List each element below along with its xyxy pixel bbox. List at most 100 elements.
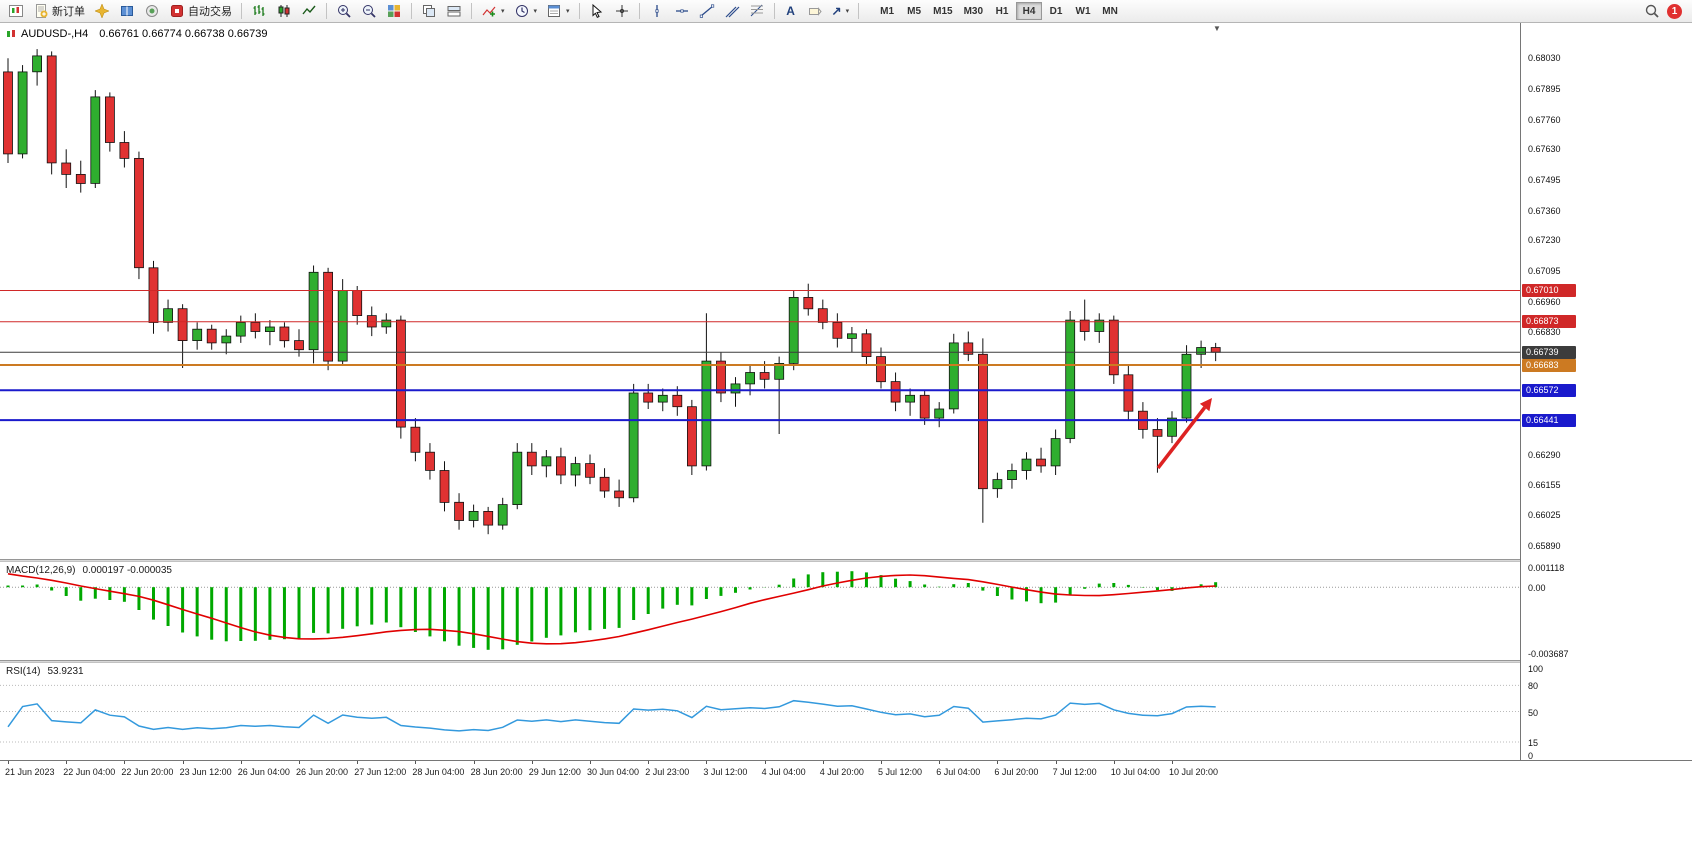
candlestick-button[interactable] [272, 1, 296, 21]
timeframe-d1[interactable]: D1 [1043, 2, 1069, 20]
time-axis-label: 26 Jun 04:00 [237, 767, 290, 777]
rsi-panel[interactable] [0, 663, 1520, 760]
candle [264, 326, 275, 332]
timeframe-h1[interactable]: H1 [989, 2, 1015, 20]
time-axis-tick [357, 761, 359, 764]
horizontal-line-icon [675, 9, 688, 13]
timeframe-h4[interactable]: H4 [1016, 2, 1043, 20]
indicators-icon [482, 6, 496, 17]
arrow-annotation[interactable] [1156, 406, 1207, 470]
candle [1167, 417, 1177, 437]
zoom-out-button[interactable] [357, 1, 381, 21]
compass-button[interactable] [90, 1, 114, 21]
new-chart-button[interactable] [4, 1, 28, 21]
candle [730, 383, 741, 394]
market-button[interactable] [140, 1, 164, 21]
toolbar-separator [578, 3, 580, 19]
time-axis-label: 6 Jul 04:00 [936, 767, 981, 777]
candle [570, 463, 581, 476]
macd-panel[interactable] [0, 562, 1520, 660]
candle [308, 271, 319, 351]
candle [163, 308, 174, 323]
toolbar: 新订单 自动交易 ▾ ▾ [0, 0, 1692, 23]
timeframe-m5[interactable]: M5 [901, 2, 927, 20]
indicators-button[interactable]: ▾ [477, 1, 509, 21]
candle [556, 456, 566, 476]
toolbar-separator [471, 3, 472, 19]
crosshair-button[interactable] [610, 1, 634, 21]
price-scale[interactable]: 0.68030 0.67895 0.67760 0.67630 0.67495 0.673… [1520, 23, 1692, 761]
time-axis-tick [881, 761, 882, 764]
time-axis-label: 28 Jun 04:00 [412, 767, 465, 777]
text-tool-icon: A [786, 4, 795, 18]
candle [876, 356, 886, 383]
zoom-in-button[interactable] [332, 1, 356, 21]
macd-scale-zero: 0.00 [1528, 583, 1546, 594]
toolbar-separator [638, 3, 640, 19]
candle [526, 451, 537, 467]
macd-name: MACD(12,26,9) [6, 565, 76, 576]
chart-shift-marker[interactable]: ▼ [1213, 24, 1221, 33]
dropdown-caret: ▾ [566, 8, 570, 15]
candle [105, 96, 115, 143]
arrows-tool-button[interactable]: ↗ ▾ [828, 1, 854, 21]
panel-splitter[interactable] [0, 559, 1692, 562]
price-tag-0.66683: 0.66683 [1522, 358, 1576, 372]
text-tool-button[interactable]: A [780, 1, 802, 21]
search-button[interactable] [1640, 1, 1664, 21]
timeframe-m30[interactable]: M30 [959, 2, 988, 20]
time-axis-label: 10 Jul 20:00 [1169, 767, 1219, 777]
cascade-windows-button[interactable] [417, 1, 441, 21]
panel-splitter[interactable] [0, 660, 1692, 663]
time-axis-tick [299, 761, 300, 764]
candle [919, 394, 930, 419]
time-axis-tick [531, 761, 533, 764]
tile-windows-button[interactable] [382, 1, 406, 21]
timeframe-mn[interactable]: MN [1097, 2, 1123, 20]
time-axis-label: 6 Jul 20:00 [994, 767, 1039, 777]
time-axis-label: 27 Jun 12:00 [354, 767, 407, 777]
time-axis-tick [1113, 761, 1115, 764]
new-order-button[interactable]: 新订单 [29, 1, 89, 21]
profile-button[interactable] [115, 1, 139, 21]
vertical-line-button[interactable] [645, 1, 669, 21]
arrange-windows-button[interactable] [442, 1, 466, 21]
text-label-button[interactable] [803, 1, 827, 21]
auto-trading-button[interactable]: 自动交易 [165, 1, 236, 21]
candlestick-icon [278, 5, 290, 17]
notification-badge[interactable]: 1 [1667, 3, 1682, 19]
candle [454, 501, 465, 521]
candle [905, 394, 915, 403]
periods-button[interactable]: ▾ [510, 1, 542, 21]
time-axis-tick [939, 761, 941, 764]
cursor-button[interactable] [585, 1, 609, 21]
rsi-scale-label: 80 [1528, 681, 1539, 692]
fibonacci-button[interactable] [745, 1, 769, 21]
dropdown-caret: ▾ [533, 8, 538, 15]
trendline-button[interactable] [695, 1, 719, 21]
bar-chart-button[interactable] [247, 1, 271, 21]
price-tag-0.66739: 0.66739 [1522, 345, 1576, 359]
time-axis[interactable]: 21 Jun 2023 22 Jun 04:00 22 Jun 20:00 23 Ju… [0, 760, 1692, 783]
timeframe-m1[interactable]: M1 [874, 2, 900, 20]
price-axis-label: 0.66960 [1528, 296, 1561, 307]
price-axis-label: 0.66290 [1528, 449, 1561, 460]
auto-trading-icon [171, 5, 183, 17]
equidistant-channel-button[interactable] [720, 1, 744, 21]
horizontal-line-button[interactable] [670, 1, 694, 21]
templates-button[interactable]: ▾ [542, 1, 574, 21]
line-chart-button[interactable] [297, 1, 321, 21]
timeframe-m15[interactable]: M15 [928, 2, 957, 20]
time-axis-tick [473, 761, 475, 764]
toolbar-separator [773, 3, 775, 19]
time-axis-tick [822, 761, 824, 764]
price-chart[interactable] [0, 23, 1520, 560]
time-axis-tick [66, 761, 68, 764]
candle [992, 479, 1003, 490]
timeframe-w1[interactable]: W1 [1070, 2, 1096, 20]
time-axis-tick [182, 761, 184, 764]
new-order-label: 新订单 [52, 6, 85, 18]
price-axis-label: 0.66155 [1528, 480, 1561, 491]
compass-icon [94, 3, 110, 19]
time-axis-tick [648, 761, 650, 764]
